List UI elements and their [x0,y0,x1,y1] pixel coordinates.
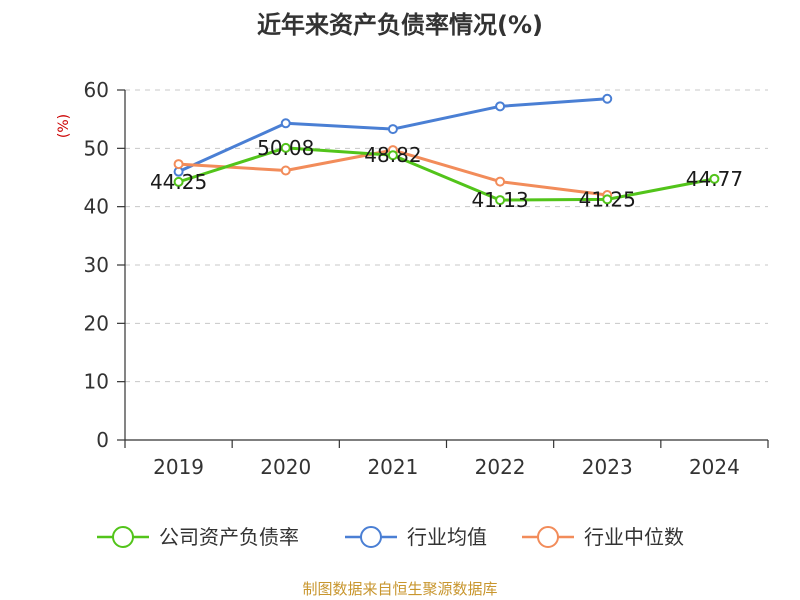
data-labels: 44.25 50.08 48.82 41.13 41.25 44.77 [150,136,743,212]
y-tick-label: 50 [84,136,109,160]
data-point [387,150,398,161]
data-label: 44.25 [150,170,207,194]
x-tick-label: 2020 [260,455,311,479]
axes: 0 10 20 30 40 50 60 2019 2020 2021 2022 2023 2024 [84,78,769,479]
x-tick-label: 2022 [475,455,526,479]
y-tick-label: 20 [84,311,109,335]
data-point [709,173,720,184]
legend-swatch-marker [112,526,134,548]
data-label: 48.82 [364,143,421,167]
legend: 公司资产负债率 行业均值 行业中位数 [97,525,684,549]
data-point [280,118,291,129]
chart-title: 近年来资产负债率情况(%) [257,11,543,39]
y-tick-label: 60 [84,78,109,102]
legend-label: 公司资产负债率 [159,525,299,549]
y-tick-label: 0 [96,428,109,452]
y-tick-label: 30 [84,253,109,277]
data-point [495,195,506,206]
data-point [173,159,184,170]
source-note: 制图数据来自恒生聚源数据库 [302,580,497,598]
y-axis-unit-label: (%) [56,114,72,138]
x-tick-label: 2019 [153,455,204,479]
legend-swatch-marker [537,526,559,548]
x-tick-label: 2023 [582,455,633,479]
y-tick-label: 10 [84,370,109,394]
data-point [280,165,291,176]
data-label: 41.13 [471,188,528,212]
series-line [178,146,715,202]
grid-lines [125,89,768,383]
series-layer [173,93,720,206]
data-label: 41.25 [579,187,636,211]
data-label: 50.08 [257,136,314,160]
legend-label: 行业中位数 [584,525,684,549]
y-tick-label: 40 [84,195,109,219]
legend-label: 行业均值 [407,525,487,549]
data-point [387,124,398,135]
data-point [495,101,506,112]
data-point [495,176,506,187]
data-point [173,176,184,187]
x-tick-label: 2024 [689,455,740,479]
data-point [602,194,613,205]
x-tick-label: 2021 [367,455,418,479]
legend-swatch-marker [360,526,382,548]
data-point [280,142,291,153]
data-point [602,93,613,104]
data-label: 44.77 [686,167,743,191]
